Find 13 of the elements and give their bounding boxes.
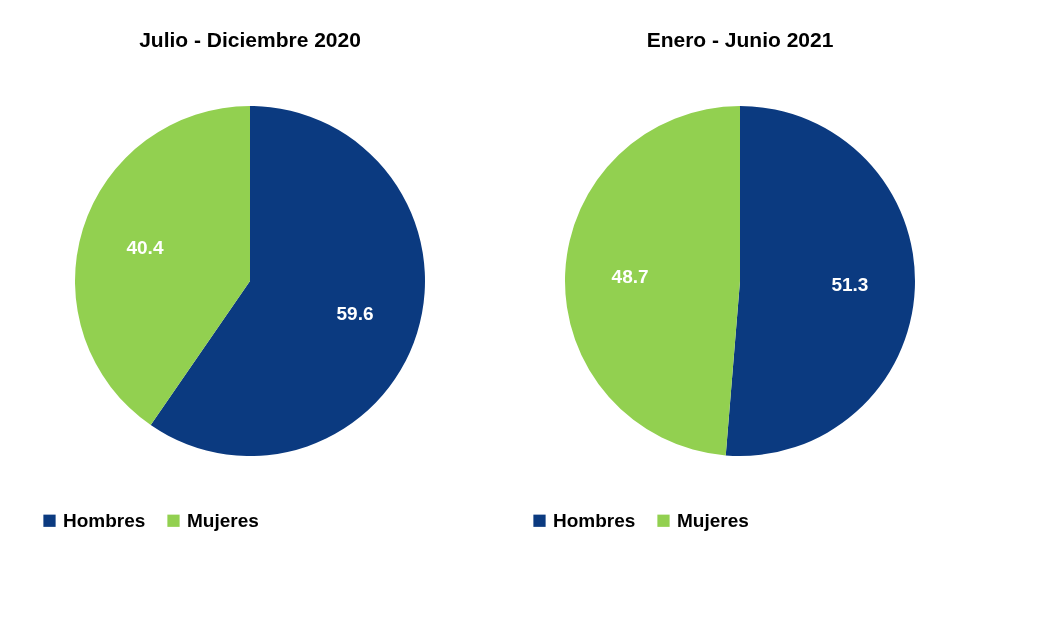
chart-title: Enero - Junio 2021 bbox=[646, 28, 834, 51]
data-label: 59.6 bbox=[336, 302, 374, 324]
pie-slice bbox=[565, 106, 740, 456]
pie-slice bbox=[75, 106, 250, 426]
data-label: 40.4 bbox=[126, 237, 164, 259]
legend-label: Mujeres bbox=[187, 509, 259, 531]
pie-slice bbox=[725, 106, 915, 456]
data-label: 48.7 bbox=[611, 265, 649, 287]
data-label: 51.3 bbox=[831, 274, 869, 296]
chart-title: Julio - Diciembre 2020 bbox=[139, 28, 361, 51]
legend-label: Hombres bbox=[63, 509, 146, 531]
legend-label: Hombres bbox=[553, 509, 636, 531]
legend-label: Mujeres bbox=[677, 509, 749, 531]
